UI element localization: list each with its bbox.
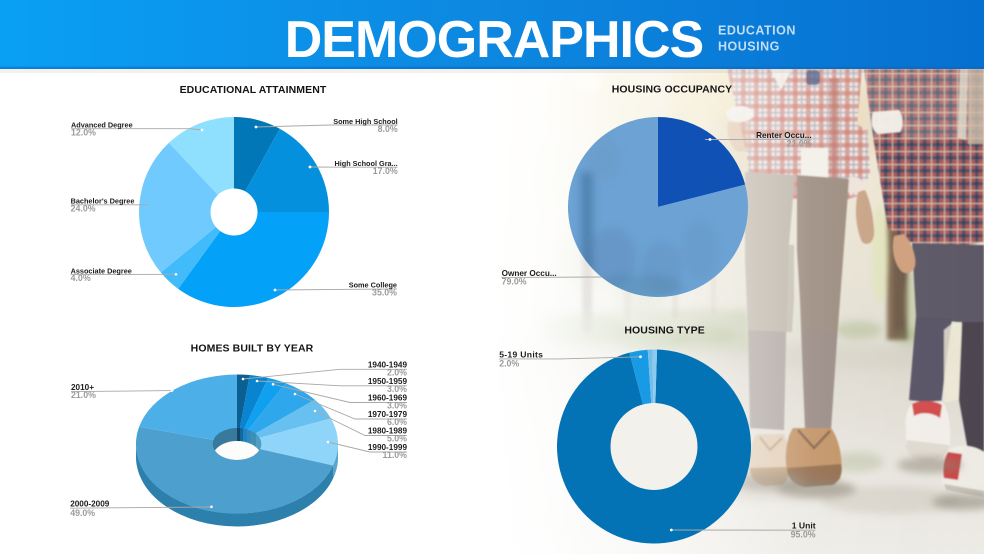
svg-text:Bachelor's Degree: Bachelor's Degree xyxy=(71,197,135,206)
svg-text:EDUCATIONAL ATTAINMENT: EDUCATIONAL ATTAINMENT xyxy=(180,84,327,96)
svg-text:49.0%: 49.0% xyxy=(70,508,95,518)
svg-text:HOUSING TYPE: HOUSING TYPE xyxy=(624,325,705,337)
svg-text:8.0%: 8.0% xyxy=(378,124,398,134)
svg-text:HOUSING OCCUPANCY: HOUSING OCCUPANCY xyxy=(612,84,733,96)
svg-text:5-19 Units: 5-19 Units xyxy=(499,349,543,359)
svg-text:DEMOGRAPHICS: DEMOGRAPHICS xyxy=(285,11,703,69)
svg-text:21.0%: 21.0% xyxy=(787,138,812,148)
svg-text:12.0%: 12.0% xyxy=(71,127,96,137)
svg-text:Associate Degree: Associate Degree xyxy=(71,267,132,276)
svg-text:4.0%: 4.0% xyxy=(71,273,91,283)
svg-text:Some High School: Some High School xyxy=(333,117,397,126)
svg-text:1980-1989: 1980-1989 xyxy=(368,427,408,436)
svg-text:21.0%: 21.0% xyxy=(71,390,96,400)
svg-text:EDUCATION: EDUCATION xyxy=(718,24,796,38)
svg-text:1970-1979: 1970-1979 xyxy=(368,410,408,419)
svg-text:79.0%: 79.0% xyxy=(502,277,527,287)
svg-text:1960-1969: 1960-1969 xyxy=(368,394,408,403)
svg-text:High School Gra...: High School Gra... xyxy=(334,159,397,168)
svg-text:2010+: 2010+ xyxy=(71,383,94,392)
svg-text:1 Unit: 1 Unit xyxy=(792,521,816,531)
svg-text:35.0%: 35.0% xyxy=(372,287,397,297)
svg-text:HOMES BUILT BY YEAR: HOMES BUILT BY YEAR xyxy=(191,343,314,355)
svg-text:3.0%: 3.0% xyxy=(387,384,407,394)
svg-text:3.0%: 3.0% xyxy=(387,401,407,411)
svg-text:6.0%: 6.0% xyxy=(387,417,407,427)
svg-text:2000-2009: 2000-2009 xyxy=(70,500,110,509)
svg-text:1940-1949: 1940-1949 xyxy=(368,361,408,370)
svg-text:Some College: Some College xyxy=(349,280,397,289)
svg-text:Renter Occu...: Renter Occu... xyxy=(756,131,812,140)
svg-text:17.0%: 17.0% xyxy=(373,166,398,176)
svg-text:1990-1999: 1990-1999 xyxy=(368,443,408,452)
svg-text:1950-1959: 1950-1959 xyxy=(368,377,408,386)
svg-text:2.0%: 2.0% xyxy=(499,358,519,368)
svg-text:11.0%: 11.0% xyxy=(383,450,408,460)
svg-text:HOUSING: HOUSING xyxy=(718,40,780,54)
svg-text:24.0%: 24.0% xyxy=(71,203,96,213)
svg-text:95.0%: 95.0% xyxy=(791,529,816,539)
svg-text:Owner Occu...: Owner Occu... xyxy=(502,269,557,278)
svg-text:2.0%: 2.0% xyxy=(387,368,407,378)
svg-text:Advanced Degree: Advanced Degree xyxy=(71,121,133,130)
svg-text:5.0%: 5.0% xyxy=(387,434,407,444)
